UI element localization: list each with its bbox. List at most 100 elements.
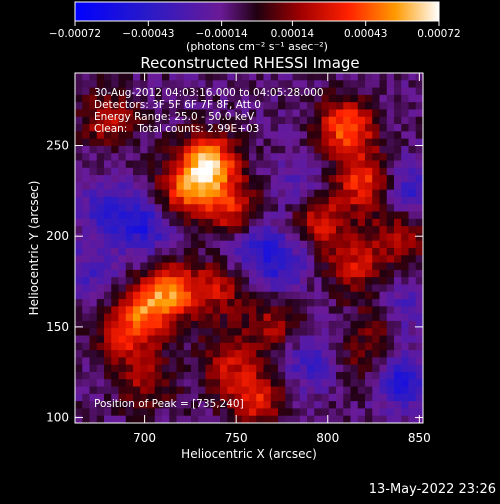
- heatmap-cell: [176, 211, 185, 220]
- heatmap-cell: [191, 167, 199, 176]
- heatmap-cell: [328, 204, 337, 213]
- heatmap-cell: [256, 269, 265, 278]
- heatmap-cell: [386, 211, 395, 220]
- heatmap-cell: [292, 73, 301, 81]
- heatmap-cell: [292, 240, 301, 249]
- heatmap-cell: [357, 233, 366, 242]
- heatmap-cell: [75, 182, 83, 191]
- heatmap-cell: [176, 415, 185, 423]
- heatmap-cell: [256, 248, 265, 256]
- heatmap-cell: [328, 240, 337, 249]
- colorbar-tick-label: −0.00014: [196, 28, 249, 40]
- heatmap-cell: [321, 401, 330, 410]
- heatmap-cell: [256, 393, 265, 402]
- x-tick-label: 700: [133, 431, 156, 445]
- heatmap-cell: [147, 342, 156, 351]
- heatmap-cell: [270, 233, 279, 242]
- heatmap-cell: [278, 357, 286, 366]
- heatmap-cell: [118, 211, 127, 220]
- heatmap-cell: [118, 204, 127, 213]
- heatmap-cell: [343, 386, 352, 395]
- heatmap-cell: [241, 182, 250, 191]
- heatmap-cell: [104, 138, 112, 147]
- heatmap-cell: [125, 284, 134, 293]
- heatmap-cell: [270, 299, 279, 307]
- heatmap-cell: [270, 335, 279, 344]
- heatmap-cell: [270, 175, 279, 183]
- heatmap-cell: [401, 211, 410, 220]
- heatmap-cell: [307, 167, 315, 176]
- heatmap-cell: [285, 284, 294, 293]
- heatmap-cell: [89, 306, 98, 315]
- heatmap-cell: [111, 116, 120, 125]
- heatmap-cell: [162, 182, 170, 191]
- heatmap-cell: [183, 153, 192, 162]
- heatmap-cell: [379, 299, 388, 307]
- heatmap-cell: [205, 393, 214, 402]
- heatmap-cell: [212, 342, 221, 351]
- heatmap-cell: [169, 299, 178, 307]
- heatmap-cell: [227, 386, 236, 395]
- heatmap-cell: [386, 291, 395, 300]
- heatmap-cell: [314, 109, 323, 118]
- heatmap-cell: [89, 386, 98, 395]
- heatmap-cell: [176, 189, 185, 198]
- heatmap-cell: [292, 248, 301, 256]
- heatmap-cell: [278, 226, 286, 235]
- info-energy-range: Energy Range: 25.0 - 50.0 keV: [94, 111, 255, 123]
- heatmap-cell: [270, 153, 279, 162]
- heatmap-cell: [96, 167, 105, 176]
- heatmap-cell: [401, 131, 410, 140]
- heatmap-cell: [314, 248, 323, 256]
- heatmap-cell: [176, 313, 185, 322]
- heatmap-cell: [285, 299, 294, 307]
- heatmap-cell: [147, 196, 156, 205]
- heatmap-cell: [133, 175, 141, 183]
- heatmap-cell: [118, 284, 127, 293]
- heatmap-cell: [386, 393, 395, 402]
- heatmap-cell: [96, 350, 105, 358]
- heatmap-cell: [408, 386, 417, 395]
- heatmap-cell: [285, 401, 294, 410]
- heatmap-cell: [169, 138, 178, 147]
- heatmap-cell: [147, 269, 156, 278]
- heatmap-cell: [263, 262, 272, 271]
- heatmap-cell: [401, 379, 410, 388]
- heatmap-cell: [89, 277, 98, 286]
- heatmap-cell: [372, 167, 381, 176]
- heatmap-cell: [263, 335, 272, 344]
- heatmap-cell: [191, 204, 199, 213]
- colorbar-tick-label: 0.00072: [417, 28, 460, 40]
- heatmap-cell: [162, 284, 170, 293]
- heatmap-cell: [401, 182, 410, 191]
- heatmap-cell: [154, 269, 163, 278]
- heatmap-cell: [183, 116, 192, 125]
- heatmap-cell: [350, 218, 359, 227]
- heatmap-cell: [394, 335, 402, 344]
- heatmap-cell: [82, 189, 91, 198]
- heatmap-cell: [96, 182, 105, 191]
- heatmap-cell: [183, 131, 192, 140]
- heatmap-cell: [321, 306, 330, 315]
- heatmap-cell: [104, 218, 112, 227]
- heatmap-cell: [220, 94, 228, 103]
- heatmap-cell: [321, 196, 330, 205]
- heatmap-cell: [336, 284, 344, 293]
- heatmap-cell: [394, 153, 402, 162]
- heatmap-cell: [394, 255, 402, 264]
- heatmap-cell: [205, 145, 214, 154]
- heatmap-cell: [104, 87, 112, 96]
- heatmap-cell: [343, 153, 352, 162]
- heatmap-cell: [249, 204, 257, 213]
- heatmap-cell: [234, 262, 243, 271]
- heatmap-cell: [205, 342, 214, 351]
- heatmap-cell: [408, 299, 417, 307]
- heatmap-cell: [401, 175, 410, 183]
- heatmap-cell: [169, 218, 178, 227]
- heatmap-cell: [263, 109, 272, 118]
- heatmap-cell: [75, 262, 83, 271]
- heatmap-cell: [285, 371, 294, 380]
- heatmap-cell: [75, 408, 83, 417]
- heatmap-cell: [82, 393, 91, 402]
- heatmap-cell: [285, 320, 294, 329]
